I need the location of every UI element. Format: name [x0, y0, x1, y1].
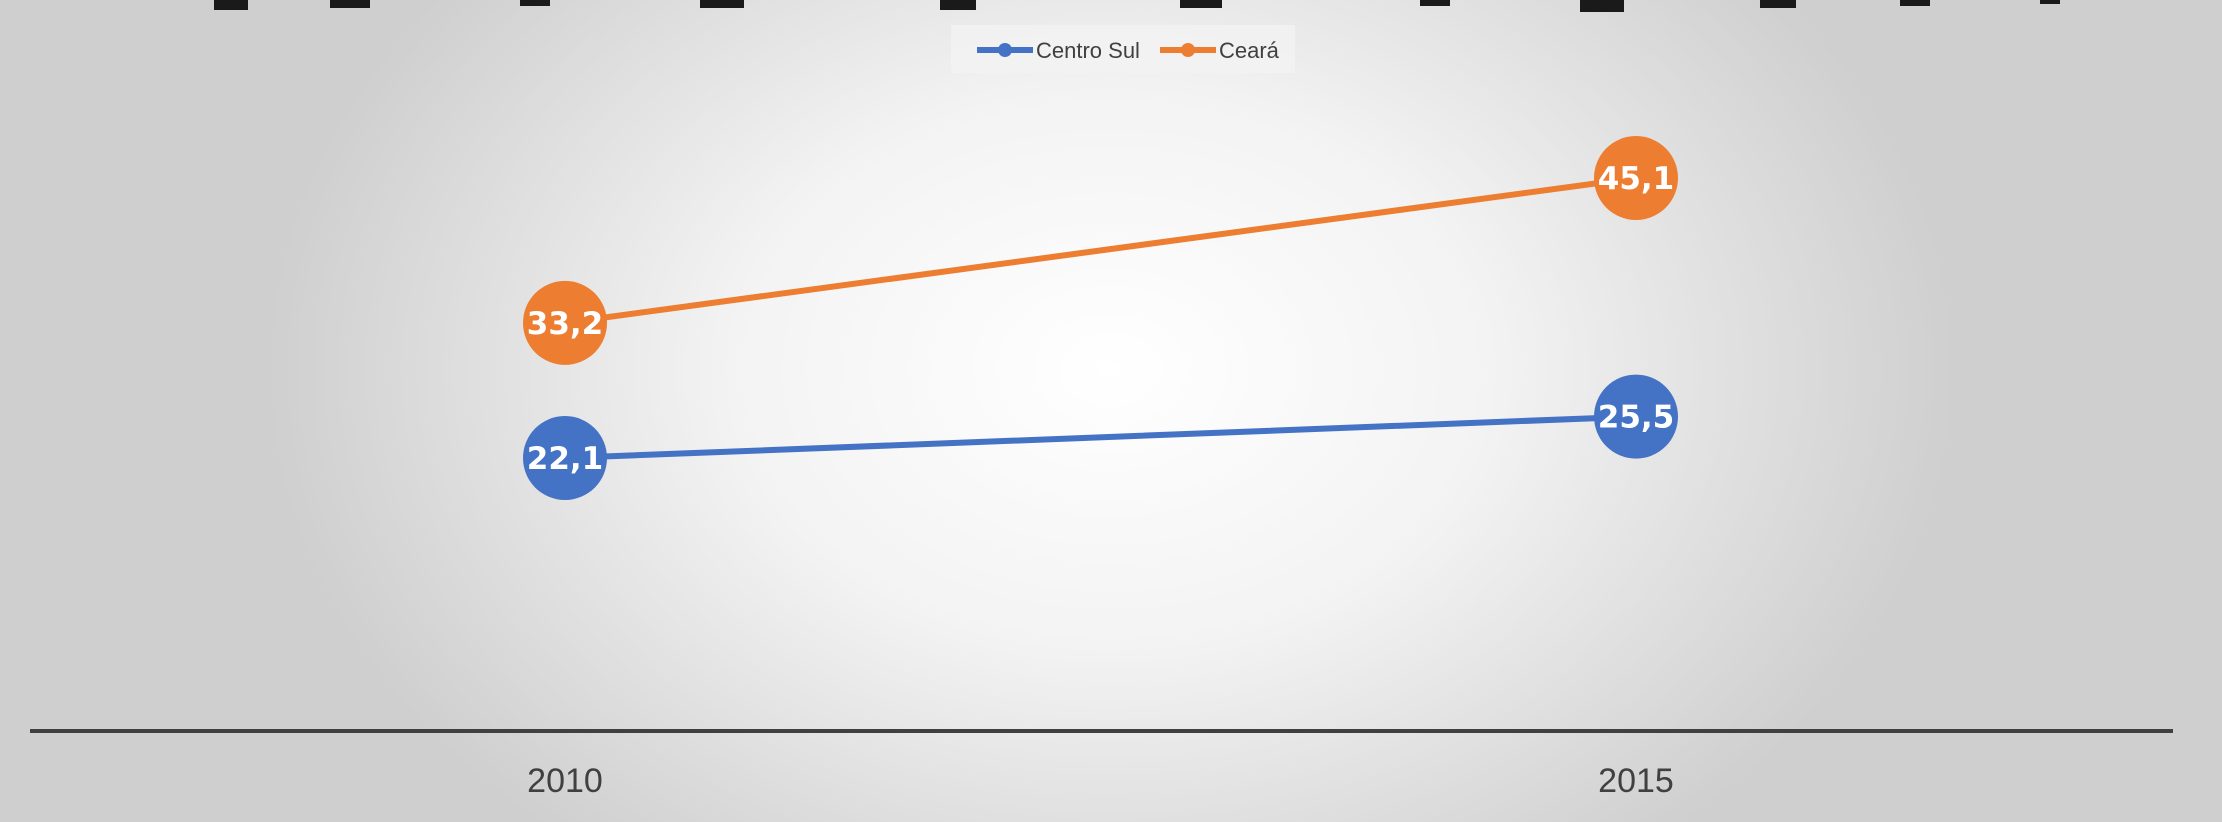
- data-label-centro-sul-2015: 25,5: [1598, 400, 1675, 436]
- data-label-ceara-2015: 45,1: [1598, 161, 1675, 197]
- series-line-ceara: [562, 175, 1639, 326]
- legend-label-ceara: Ceará: [1219, 38, 1280, 63]
- legend-swatch-marker-ceara: [1181, 43, 1195, 57]
- series-lines: [562, 175, 1639, 461]
- legend-label-centro-sul: Centro Sul: [1036, 38, 1140, 63]
- data-point-centro-sul-2015: [1594, 374, 1678, 459]
- series-points: 22,1 25,5 33,2 45,1: [523, 136, 1678, 500]
- chart-title-remnant: [214, 0, 2060, 12]
- data-point-ceara-2010: [523, 280, 607, 365]
- x-axis-ticks: 2010 2015: [527, 762, 1674, 800]
- legend-swatch-marker-centro-sul: [998, 43, 1012, 57]
- data-point-centro-sul-2010: [523, 416, 607, 500]
- data-label-centro-sul-2010: 22,1: [527, 441, 604, 477]
- x-tick-label-2010: 2010: [527, 762, 603, 800]
- legend: Centro Sul Ceará: [977, 38, 1280, 63]
- data-label-ceara-2010: 33,2: [527, 306, 604, 342]
- data-point-ceara-2015: [1594, 136, 1678, 220]
- series-line-centro-sul: [562, 413, 1639, 461]
- x-tick-label-2015: 2015: [1598, 762, 1674, 800]
